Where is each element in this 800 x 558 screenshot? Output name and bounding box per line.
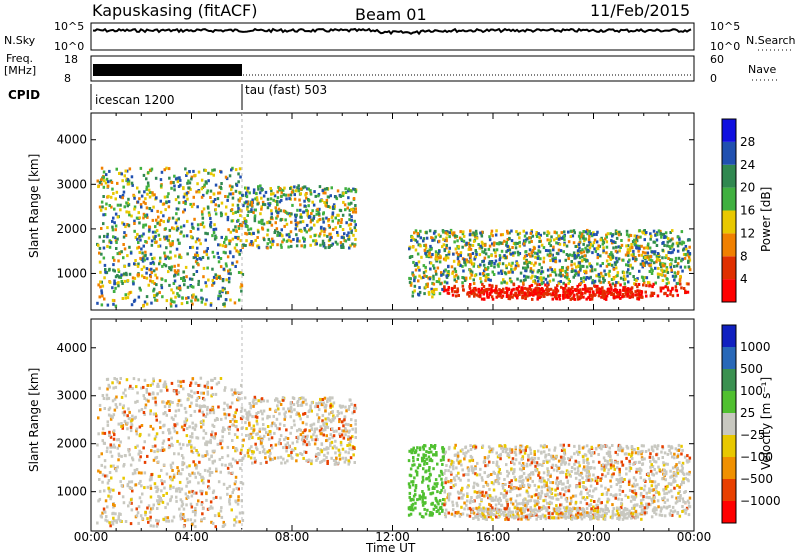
colorbar-swatch bbox=[722, 142, 736, 165]
colorbar-swatch bbox=[722, 279, 736, 302]
y-tick-label: 2000 bbox=[56, 437, 87, 451]
colorbar-swatch bbox=[722, 119, 736, 142]
freq-band bbox=[93, 64, 242, 76]
y-tick-label: 4000 bbox=[56, 133, 87, 147]
freq-panel: Freq. [MHz] 18 8 60 0 Nave bbox=[4, 52, 778, 85]
power-colorbar: 4 8 12 16 20 24 28 bbox=[722, 119, 755, 302]
beam-title: Beam 01 bbox=[355, 5, 427, 24]
freq-tick-top: 18 bbox=[64, 53, 78, 66]
colorbar-tick: 16 bbox=[740, 204, 755, 218]
colorbar-swatch bbox=[722, 256, 736, 279]
y-tick-label: 1000 bbox=[56, 266, 87, 280]
time-tick-label: 20:00 bbox=[576, 530, 611, 544]
nsky-line bbox=[93, 29, 691, 34]
colorbar-swatch bbox=[722, 347, 736, 369]
y-tick-label: 4000 bbox=[56, 341, 87, 355]
velocity-heatmap bbox=[96, 377, 691, 529]
colorbar-swatch bbox=[722, 165, 736, 188]
colorbar-tick: −500 bbox=[740, 472, 773, 486]
nave-tick-bottom: 0 bbox=[710, 72, 717, 85]
velocity-cbar-label: Velocity [m s⁻¹] bbox=[759, 377, 773, 470]
cpid-panel: CPID icescan 1200 tau (fast) 503 bbox=[8, 83, 327, 110]
colorbar-tick: 4 bbox=[740, 272, 748, 286]
colorbar-swatch bbox=[722, 325, 736, 347]
nave-label: Nave bbox=[748, 63, 776, 76]
cpid-segment-2: tau (fast) 503 bbox=[245, 83, 327, 97]
colorbar-tick: 1000 bbox=[740, 340, 771, 354]
time-tick-label: 00:00 bbox=[74, 530, 109, 544]
velocity-panel: 1000 2000 3000 4000 Slant Range [km] 1000 50… bbox=[27, 319, 781, 531]
nsearch-label: N.Search bbox=[746, 34, 796, 47]
colorbar-swatch bbox=[722, 457, 736, 479]
cpid-segment-1: icescan 1200 bbox=[95, 93, 174, 107]
colorbar-swatch bbox=[722, 501, 736, 523]
time-tick-label: 00:00 bbox=[677, 530, 712, 544]
power-heatmap bbox=[96, 167, 691, 308]
colorbar-swatch bbox=[722, 233, 736, 256]
freq-unit: [MHz] bbox=[4, 64, 36, 77]
colorbar-tick: 25 bbox=[740, 406, 755, 420]
nsky-panel: N.Sky 10^5 10^0 10^5 10^0 N.Search bbox=[4, 20, 796, 53]
nave-tick-top: 60 bbox=[710, 53, 724, 66]
time-tick-label: 16:00 bbox=[476, 530, 511, 544]
nsky-tick-bottom: 10^0 bbox=[54, 40, 84, 53]
nsky-label: N.Sky bbox=[4, 34, 36, 47]
colorbar-tick: 20 bbox=[740, 181, 755, 195]
colorbar-tick: 12 bbox=[740, 226, 755, 240]
colorbar-swatch bbox=[722, 413, 736, 435]
velocity-ylabel: Slant Range [km] bbox=[27, 368, 41, 472]
colorbar-swatch bbox=[722, 188, 736, 211]
power-cbar-label: Power [dB] bbox=[759, 187, 773, 252]
colorbar-tick: −1000 bbox=[740, 494, 781, 508]
power-ylabel: Slant Range [km] bbox=[27, 154, 41, 258]
colorbar-swatch bbox=[722, 479, 736, 501]
colorbar-swatch bbox=[722, 435, 736, 457]
time-label: Time UT bbox=[365, 541, 416, 554]
nsearch-tick-top: 10^5 bbox=[710, 20, 740, 33]
colorbar-swatch bbox=[722, 211, 736, 234]
cpid-label: CPID bbox=[8, 88, 40, 102]
colorbar-swatch bbox=[722, 369, 736, 391]
station-title: Kapuskasing (fitACF) bbox=[92, 1, 257, 20]
nsearch-tick-bottom: 10^0 bbox=[710, 40, 740, 53]
colorbar-tick: 24 bbox=[740, 158, 755, 172]
colorbar-tick: 500 bbox=[740, 362, 763, 376]
date-title: 11/Feb/2015 bbox=[590, 1, 690, 20]
power-panel: 1000 2000 3000 4000 Slant Range [km] 4 8 12 16… bbox=[27, 113, 773, 310]
colorbar-swatch bbox=[722, 391, 736, 413]
nsky-tick-top: 10^5 bbox=[54, 20, 84, 33]
y-tick-label: 2000 bbox=[56, 222, 87, 236]
y-tick-label: 3000 bbox=[56, 389, 87, 403]
colorbar-tick: 28 bbox=[740, 135, 755, 149]
colorbar-tick: 8 bbox=[740, 249, 748, 263]
y-tick-label: 1000 bbox=[56, 485, 87, 499]
time-tick-label: 08:00 bbox=[275, 530, 310, 544]
time-tick-label: 04:00 bbox=[174, 530, 209, 544]
y-tick-label: 3000 bbox=[56, 177, 87, 191]
freq-tick-bottom: 8 bbox=[64, 72, 71, 85]
